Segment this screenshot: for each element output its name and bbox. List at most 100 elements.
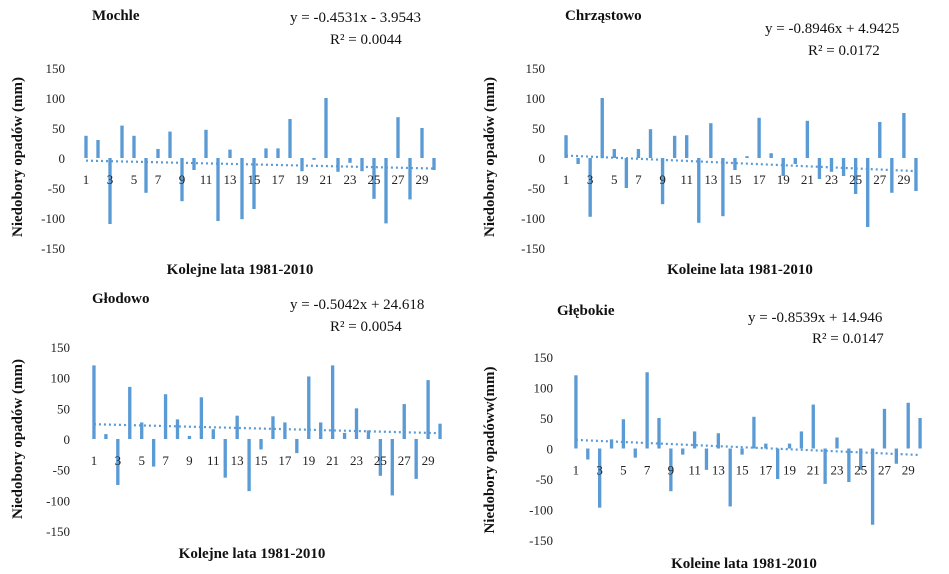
bar [588,158,592,217]
bar [390,439,394,496]
x-tick-label: 17 [272,172,286,187]
bar [252,158,256,209]
x-tick-label: 25 [368,172,381,187]
bar [841,158,846,176]
y-axis-label: Niedobory opadóww(mm) [482,366,498,533]
chart-panel-glodowo: Głodowo y = -0.5042x + 24.618 R² = 0.005… [10,291,442,562]
x-tick-label: 15 [255,453,268,468]
bar [721,158,725,217]
bar [847,448,851,483]
bar [817,158,822,179]
bar [769,153,773,158]
y-tick-label: 100 [526,91,546,106]
bar [636,149,641,158]
x-tick-label: 25 [854,463,867,478]
x-tick-label: 15 [728,172,741,187]
bar [823,448,827,484]
x-tick-label: 7 [162,453,169,468]
bar [104,434,108,439]
trendline-r2: R² = 0.0044 [330,32,402,48]
x-tick-label: 19 [302,453,315,468]
x-tick-label: 11 [688,463,701,478]
bar [781,158,785,176]
bar [96,140,100,158]
bar [426,380,430,439]
x-tick-label: 23 [350,453,363,468]
bar [132,135,136,158]
y-tick-label: -150 [521,241,545,256]
bar [211,429,215,439]
bar [624,158,629,188]
y-tick-label: 0 [539,151,546,166]
bar [672,135,677,158]
x-tick-label: 11 [680,172,693,187]
bar [866,158,870,227]
x-tick-label: 27 [398,453,412,468]
bar [366,430,371,439]
bar [859,448,863,470]
y-tick-label: -50 [48,181,65,196]
bar [84,135,88,158]
x-tick-label: 5 [138,453,145,468]
bar [128,386,132,439]
y-tick-label: -150 [46,524,70,539]
bar [199,397,204,439]
x-tick-label: 21 [326,453,339,468]
x-tick-label: 1 [573,463,580,478]
y-tick-label: 150 [526,61,546,76]
y-tick-label: -50 [536,472,553,487]
y-tick-label: 150 [51,340,71,355]
trendline-r2: R² = 0.0147 [812,331,884,347]
y-tick-label: 0 [547,442,554,457]
x-tick-label: 21 [801,172,814,187]
bar [894,448,898,464]
x-tick-label: 21 [320,172,333,187]
bar [657,418,661,449]
x-tick-label: 15 [736,463,749,478]
trendline-r2: R² = 0.0172 [808,43,880,59]
x-tick-label: 29 [416,172,429,187]
bar [438,423,442,439]
x-tick-label: 21 [807,463,820,478]
bar [414,439,418,479]
chart-panel-mochle: Mochle y = -0.4531x - 3.9543 R² = 0.0044… [10,8,436,278]
bar [752,416,756,449]
bar [776,448,780,479]
x-tick-label: 5 [620,463,627,478]
y-tick-label: -100 [521,211,545,226]
bar [187,435,192,439]
x-tick-label: 9 [659,172,666,187]
bar [648,129,653,158]
bar [906,402,910,449]
trendline [575,438,921,457]
y-axis-label: Niedobory opadów (mm) [10,359,26,519]
y-tick-label: -100 [41,211,65,226]
x-tick-label: 11 [200,172,213,187]
bar [116,439,120,485]
chart-title: Głębokie [557,303,615,319]
bar [890,158,894,193]
x-tick-label: 7 [635,172,642,187]
x-tick-label: 29 [897,172,910,187]
bar [745,156,749,158]
x-tick-label: 17 [278,453,292,468]
x-tick-label: 13 [712,463,725,478]
y-tick-label: 0 [59,151,66,166]
bar [621,419,626,449]
bar [271,416,275,439]
trendline-equation: y = -0.4531x - 3.9543 [290,10,421,26]
bar [140,422,144,439]
trendline-equation: y = -0.8946x + 4.9425 [765,21,899,37]
bar [564,135,568,158]
bar [283,422,287,439]
x-tick-label: 7 [155,172,162,187]
bar [685,135,689,158]
bar [144,158,148,193]
bar [709,123,713,158]
y-tick-label: 0 [64,432,71,447]
bar [432,158,436,170]
bar [372,158,376,199]
